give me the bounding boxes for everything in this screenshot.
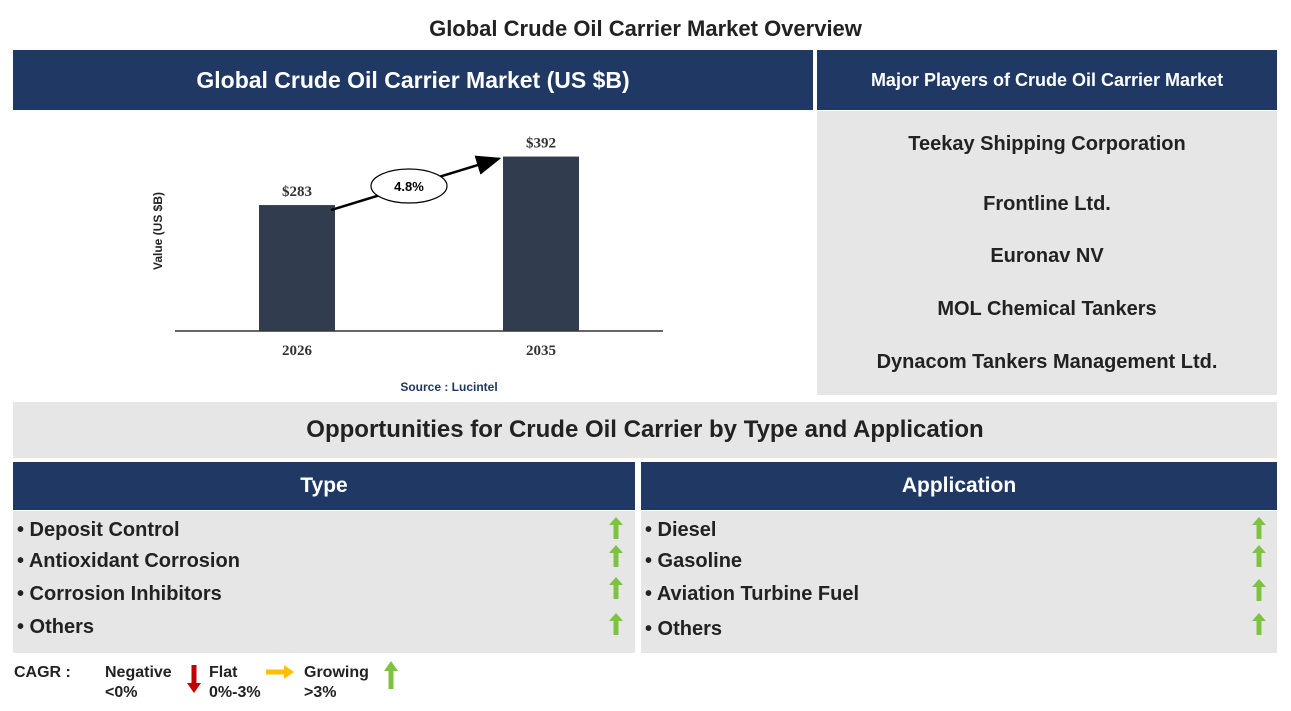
growing-arrow-icon xyxy=(1252,545,1266,567)
bar-2035 xyxy=(503,156,579,331)
type-item: • Others xyxy=(17,616,95,638)
legend-growing: Growing >3% xyxy=(304,663,369,703)
chart-source: Source : Lucintel xyxy=(400,380,497,394)
page-title: Global Crude Oil Carrier Market Overview xyxy=(429,16,862,41)
legend-negative-label: Negative xyxy=(105,664,172,681)
y-axis-label: Value (US $B) xyxy=(151,192,165,270)
type-header: Type xyxy=(13,462,635,510)
bar-chart: Value (US $B) $283 $392 2026 2035 4.8% S… xyxy=(151,136,663,394)
growing-arrow-icon xyxy=(1252,579,1266,601)
growing-arrow-icon xyxy=(609,517,623,539)
type-list: • Deposit Control • Antioxidant Corrosio… xyxy=(13,511,635,653)
application-item: • Aviation Turbine Fuel xyxy=(645,583,860,605)
legend-flat-label: Flat xyxy=(209,664,238,681)
legend-growing-label: Growing xyxy=(304,664,369,681)
application-item: • Diesel xyxy=(645,519,717,541)
value-label-2026: $283 xyxy=(282,184,312,200)
growing-arrow-icon xyxy=(609,613,623,635)
player-item: Frontline Ltd. xyxy=(983,193,1111,215)
value-label-2035: $392 xyxy=(526,136,556,152)
player-item: MOL Chemical Tankers xyxy=(937,298,1157,320)
legend-flat: Flat 0%-3% xyxy=(209,663,261,703)
type-item: • Corrosion Inhibitors xyxy=(17,583,222,605)
application-list: • Diesel • Gasoline • Aviation Turbine F… xyxy=(641,511,1277,653)
chart-header: Global Crude Oil Carrier Market (US $B) xyxy=(13,50,813,110)
growing-arrow-icon xyxy=(1252,613,1266,635)
opportunities-title: Opportunities for Crude Oil Carrier by T… xyxy=(13,402,1277,458)
legend-flat-range: 0%-3% xyxy=(209,684,261,701)
x-tick-label-2035: 2035 xyxy=(526,343,556,359)
growing-arrow-icon xyxy=(1252,517,1266,539)
type-item: • Deposit Control xyxy=(17,519,180,541)
application-header: Application xyxy=(641,462,1277,510)
player-item: Teekay Shipping Corporation xyxy=(908,133,1186,155)
player-item: Dynacom Tankers Management Ltd. xyxy=(876,351,1218,373)
bar-2026 xyxy=(259,205,335,331)
application-item: • Others xyxy=(645,618,723,640)
negative-arrow-icon xyxy=(187,665,201,693)
type-item: • Antioxidant Corrosion xyxy=(17,550,240,572)
cagr-bubble xyxy=(370,168,448,204)
legend-label: CAGR : xyxy=(14,664,71,681)
cagr-label: 4.8% xyxy=(394,179,424,194)
players-list: Teekay Shipping Corporation Frontline Lt… xyxy=(817,111,1277,395)
application-item: • Gasoline xyxy=(645,550,743,572)
x-tick-label-2026: 2026 xyxy=(282,343,313,359)
growing-arrow-icon xyxy=(609,545,623,567)
growing-arrow-icon xyxy=(384,661,398,689)
players-header: Major Players of Crude Oil Carrier Marke… xyxy=(817,50,1277,110)
player-item: Euronav NV xyxy=(990,245,1104,267)
legend-growing-range: >3% xyxy=(304,684,337,701)
legend-negative: Negative <0% xyxy=(105,663,172,703)
growing-arrow-icon xyxy=(609,577,623,599)
flat-arrow-icon xyxy=(266,665,294,679)
legend-negative-range: <0% xyxy=(105,684,138,701)
